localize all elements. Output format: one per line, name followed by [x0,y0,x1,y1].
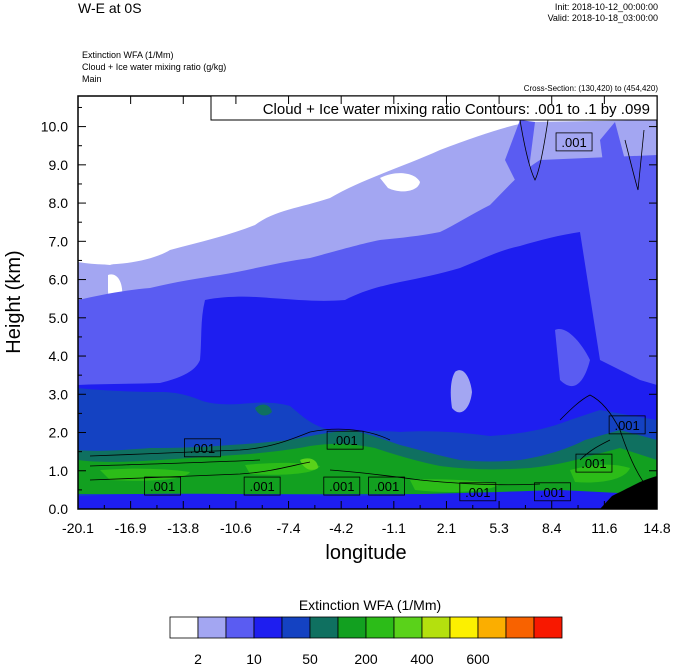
contour-label-box [243,476,281,496]
colorbar-swatch [309,616,339,639]
colorbar-swatch [169,616,199,639]
x-tick-label: -16.9 [115,520,147,536]
y-tick-label: 8.0 [49,195,69,211]
contour-label-box [323,476,361,496]
contour-label: .001 [459,482,497,502]
contour-label: .001 [575,453,613,473]
contour-label-text: .001 [561,135,586,150]
contour-label-text: .001 [614,418,639,433]
contour-label-box [368,476,405,496]
x-tick-label: 11.6 [591,520,617,536]
colorbar-title: Extinction WFA (1/Mm) [298,597,442,613]
colorbar-swatch [421,616,451,639]
x-tick-label: -7.4 [276,520,300,536]
contour-label: .001 [534,482,571,502]
contour-label-box [184,438,221,458]
contour-label-text: .001 [540,485,565,500]
contour-label-text: .001 [190,441,215,456]
colorbar-swatch [449,616,479,639]
contour-label-text: .001 [332,433,357,448]
heatmap-field [78,96,657,509]
contour-label-box [555,132,593,152]
colorbar-tick-label: 600 [466,651,490,667]
y-axis-label: Height (km) [3,250,25,354]
x-tick-label: 2.1 [437,520,457,536]
colorbar-swatch [393,616,423,639]
contour-label-box [608,415,646,435]
contour-label-text: .001 [465,485,490,500]
colorbar-swatch [281,616,311,639]
colorbar-tick-label: 10 [246,651,262,667]
x-tick-label: -13.8 [167,520,199,536]
contour-label-text: .001 [374,479,399,494]
valid-time: Valid: 2018-10-18_03:00:00 [547,13,658,23]
y-tick-label: 7.0 [49,233,69,249]
colorbar-swatch [477,616,507,639]
y-tick-label: 2.0 [49,425,69,441]
x-tick-label: -20.1 [62,520,94,536]
contour-label-box [144,476,182,496]
colorbar-swatch [365,616,395,639]
x-axis-label: longitude [325,542,407,564]
contour-info-box [210,95,658,121]
contour-label-text: .001 [581,456,606,471]
y-tick-label: 10.0 [41,119,68,135]
init-time: Init: 2018-10-12_00:00:00 [554,2,658,12]
contour-label-box [534,482,571,502]
contour-info: Cloud + Ice water mixing ratio Contours:… [263,101,650,118]
contour-label-text: .001 [249,479,274,494]
contour-label: .001 [555,132,593,152]
plot-title: W-E at 0S [78,0,142,16]
contour-label-box [575,453,613,473]
y-tick-label: 3.0 [49,386,69,402]
contour-label: .001 [326,430,364,450]
colorbar-swatch [337,616,367,639]
contour-label: .001 [323,476,361,496]
colorbar: 2 10 50 200 400 600 [169,616,563,667]
subtitle-main: Main [82,74,102,84]
contour-label: .001 [368,476,405,496]
x-tick-label: 8.4 [542,520,562,536]
x-tick-label: 14.8 [643,520,670,536]
y-tick-label: 1.0 [49,463,69,479]
axis-ticks: 0.0 1.0 2.0 3.0 4.0 5.0 6.0 7.0 8.0 9.0 10.0 -20.1 -… [41,96,671,536]
y-tick-label: 9.0 [49,157,69,173]
contour-label-text: .001 [329,479,354,494]
contour-label: .001 [243,476,281,496]
contour-label: .001 [144,476,182,496]
contour-label-box [459,482,497,502]
y-tick-label: 6.0 [49,272,69,288]
colorbar-tick-label: 200 [354,651,378,667]
y-tick-label: 0.0 [49,501,69,517]
contour-labels: .001 .001 .001 .001 .001 .001 .001 .001 .001 .001… [144,132,646,502]
subtitle-mixing-ratio: Cloud + Ice water mixing ratio (g/kg) [82,62,227,72]
x-tick-label: -4.2 [329,520,353,536]
x-tick-label: 5.3 [489,520,509,536]
x-tick-label: -10.6 [220,520,252,536]
colorbar-swatch [533,616,563,639]
contour-label-text: .001 [150,479,175,494]
contour-label: .001 [184,438,221,458]
colorbar-swatch [253,616,283,639]
colorbar-tick-label: 2 [194,651,202,667]
contour-label: .001 [608,415,646,435]
subtitle-extinction: Extinction WFA (1/Mm) [82,50,174,60]
colorbar-tick-label: 400 [410,651,434,667]
colorbar-tick-label: 50 [302,651,318,667]
y-tick-label: 4.0 [49,348,69,364]
cross-section-info: Cross-Section: (130,420) to (454,420) [523,84,658,93]
y-tick-label: 5.0 [49,310,69,326]
colorbar-swatch [225,616,255,639]
contour-label-box [326,430,364,450]
x-tick-label: -1.1 [382,520,406,536]
colorbar-swatch [505,616,535,639]
colorbar-swatch [197,616,227,639]
